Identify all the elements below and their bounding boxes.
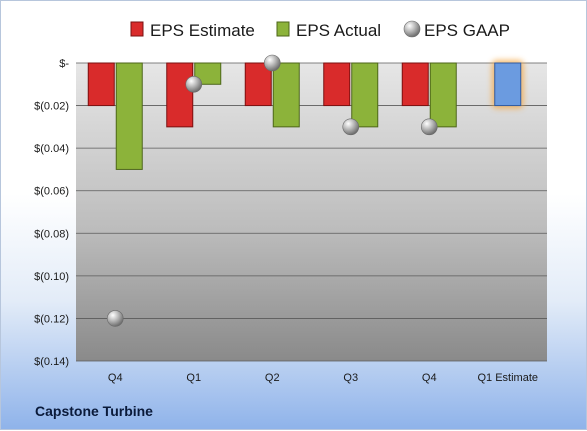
legend-eps-gaap-swatch — [403, 20, 421, 38]
marker-eps-gaap — [106, 310, 124, 327]
bar-eps-actual — [429, 62, 457, 128]
y-tick-label: $(0.10) — [34, 271, 69, 283]
bar-eps-actual — [272, 62, 300, 128]
y-tick-label: $(0.04) — [34, 143, 69, 155]
legend-eps-gaap-label: EPS GAAP — [424, 21, 510, 40]
legend-eps-actual-label: EPS Actual — [296, 21, 381, 40]
x-tick-label: Q1 — [186, 372, 201, 384]
bar-eps-estimate — [244, 62, 272, 107]
bar-eps-estimate — [323, 62, 351, 107]
y-tick-label: $- — [59, 58, 69, 70]
x-tick-label: Q3 — [343, 372, 358, 384]
legend-eps-estimate-swatch — [130, 21, 144, 37]
x-tick-label: Q4 — [108, 372, 123, 384]
bar-eps-actual — [115, 62, 143, 170]
bar-eps-estimate — [166, 62, 194, 128]
legend-eps-actual-swatch — [276, 21, 290, 37]
bar-eps-estimate — [401, 62, 429, 107]
marker-eps-gaap — [263, 54, 281, 72]
marker-eps-gaap — [342, 118, 360, 136]
y-tick-label: $(0.12) — [34, 313, 69, 325]
legend-eps-estimate-label: EPS Estimate — [150, 21, 255, 40]
marker-eps-gaap — [420, 118, 438, 136]
bar-eps-estimate — [87, 62, 115, 107]
y-tick-label: $(0.14) — [34, 356, 69, 368]
y-tick-label: $(0.02) — [34, 101, 69, 113]
y-tick-label: $(0.06) — [34, 186, 69, 198]
bar-eps-actual — [351, 62, 379, 128]
marker-eps-gaap — [185, 75, 203, 93]
x-tick-label: Q2 — [265, 372, 280, 384]
company-name: Capstone Turbine — [35, 403, 153, 419]
x-tick-label: Q1 Estimate — [477, 372, 538, 384]
plot-area — [76, 63, 547, 361]
bar-eps-forecast — [494, 62, 522, 107]
y-tick-label: $(0.08) — [34, 228, 69, 240]
bar-eps-actual — [194, 62, 222, 85]
x-tick-label: Q4 — [422, 372, 437, 384]
